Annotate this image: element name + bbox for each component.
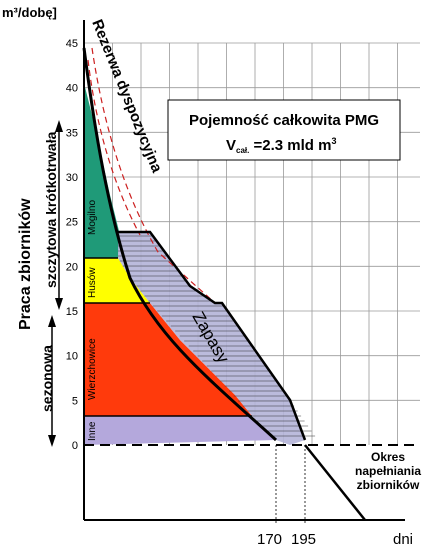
y-tick-label: 20 bbox=[66, 261, 78, 273]
x-unit-label: dni bbox=[393, 531, 413, 548]
y-tick-labels: 0 5 10 15 20 25 30 35 40 45 bbox=[66, 38, 78, 452]
arrow-peak-top bbox=[55, 120, 63, 132]
label-peak: szczytowa krótkotrwała bbox=[43, 131, 59, 288]
x-mark-170: 170 bbox=[257, 531, 282, 548]
fill-label-line1: Okres bbox=[371, 450, 405, 464]
fill-period-line bbox=[304, 444, 366, 521]
y-tick-label: 25 bbox=[66, 217, 78, 229]
info-line2: Vcał. =2.3 mld m3 bbox=[226, 136, 337, 155]
y-tick-label: 40 bbox=[66, 83, 78, 95]
stock-band bbox=[118, 232, 305, 445]
y-tick-label: 15 bbox=[66, 306, 78, 318]
y-tick-label: 0 bbox=[72, 440, 78, 452]
fill-label-bg bbox=[352, 446, 422, 492]
band-label-inne: Inne bbox=[87, 421, 98, 441]
fill-label-line2: napełniania bbox=[355, 464, 421, 478]
arrow-peak-bottom bbox=[55, 298, 63, 310]
arrow-seasonal-bottom bbox=[48, 435, 56, 447]
y-axis-title: Praca zbiorników bbox=[17, 198, 34, 330]
band-inne bbox=[84, 416, 276, 445]
reserve-line-inner bbox=[87, 59, 141, 236]
arrow-seasonal-top bbox=[48, 315, 56, 327]
y-tick-label: 45 bbox=[66, 38, 78, 50]
band-label-mogilno: Mogilno bbox=[87, 200, 98, 235]
fill-label-line3: zbiorników bbox=[357, 478, 420, 492]
y-tick-label: 30 bbox=[66, 172, 78, 184]
band-label-wierzchowice: Wierzchowice bbox=[87, 338, 98, 400]
y-tick-label: 35 bbox=[66, 127, 78, 139]
y-tick-label: 10 bbox=[66, 351, 78, 363]
label-seasonal: sezonowa bbox=[39, 345, 55, 412]
stock-hatching bbox=[118, 235, 316, 437]
stock-upper-boundary bbox=[118, 230, 307, 441]
reserve-line-outer bbox=[91, 47, 216, 304]
demand-curve bbox=[82, 47, 278, 442]
band-label-husow: Husów bbox=[87, 267, 98, 298]
info-line1: Pojemność całkowita PMG bbox=[189, 112, 379, 129]
info-box: Pojemność całkowita PMG Vcał. =2.3 mld m… bbox=[167, 99, 401, 161]
band-husow bbox=[84, 258, 150, 303]
band-wierzchowice bbox=[84, 303, 252, 416]
x-mark-195: 195 bbox=[291, 531, 316, 548]
unit-label: m³/dobę] bbox=[2, 5, 57, 20]
y-tick-label: 5 bbox=[72, 395, 78, 407]
